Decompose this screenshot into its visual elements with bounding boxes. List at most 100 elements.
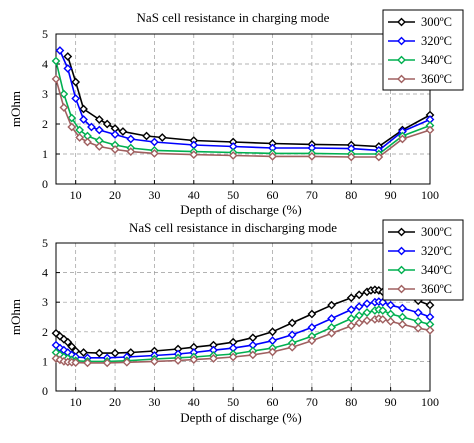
data-point: [55, 46, 65, 55]
data-point: [307, 309, 317, 319]
x-tick-label: 20: [109, 395, 121, 409]
x-tick-label: 10: [70, 188, 82, 202]
data-point: [126, 147, 136, 156]
legend-label: 320ºC: [421, 244, 452, 258]
legend-marker: [397, 17, 406, 27]
y-tick-label: 3: [42, 87, 48, 101]
data-point: [94, 348, 104, 358]
data-point: [59, 89, 69, 99]
legend-marker: [397, 246, 406, 256]
data-point: [327, 328, 336, 338]
data-point: [346, 152, 356, 162]
data-point: [71, 358, 81, 367]
legend-label: 340ºC: [421, 53, 452, 67]
data-point: [67, 342, 77, 351]
legend-label: 360ºC: [421, 282, 452, 296]
data-point: [63, 64, 73, 73]
x-tick-label: 70: [306, 188, 318, 202]
series-1: [63, 52, 435, 151]
legend-label: 300ºC: [421, 225, 452, 239]
x-tick-label: 60: [267, 188, 279, 202]
data-point: [307, 152, 317, 161]
data-point: [94, 115, 104, 124]
x-axis-label: Depth of discharge (%): [180, 410, 301, 425]
data-point: [71, 94, 81, 103]
data-point: [386, 317, 396, 326]
x-tick-label: 80: [345, 188, 357, 202]
data-point: [94, 142, 104, 151]
data-point: [425, 300, 435, 310]
data-point: [268, 152, 277, 161]
y-tick-label: 1: [42, 147, 48, 161]
data-point: [425, 325, 435, 335]
data-point: [287, 330, 297, 340]
data-point: [157, 133, 167, 142]
data-point: [79, 115, 88, 124]
x-tick-label: 80: [345, 395, 357, 409]
y-tick-label: 4: [42, 266, 48, 280]
y-tick-label: 0: [42, 384, 48, 398]
chart-title: NaS cell resistance in discharging mode: [129, 220, 337, 235]
data-point: [362, 299, 372, 309]
data-point: [354, 318, 364, 328]
legend-marker: [397, 55, 406, 65]
legend: 300ºC 320ºC 340ºC 360ºC: [382, 219, 464, 301]
data-point: [268, 347, 277, 357]
data-point: [173, 356, 183, 365]
series-4: [51, 74, 435, 162]
legend-label: 340ºC: [421, 263, 452, 277]
data-point: [67, 113, 77, 123]
x-tick-label: 20: [109, 188, 121, 202]
data-point: [327, 314, 336, 323]
data-point: [150, 357, 159, 366]
legend-box: [382, 9, 464, 91]
data-point: [398, 134, 407, 144]
y-tick-label: 5: [42, 236, 48, 250]
legend-label: 360ºC: [421, 72, 452, 86]
data-point: [102, 119, 112, 129]
data-point: [150, 149, 159, 158]
data-point: [287, 318, 297, 328]
data-point: [248, 350, 258, 360]
data-point: [83, 358, 92, 368]
data-point: [346, 305, 356, 314]
data-point: [122, 357, 132, 367]
data-point: [398, 320, 407, 329]
x-tick-label: 100: [421, 395, 439, 409]
data-point: [413, 323, 423, 333]
data-point: [189, 355, 199, 365]
data-point: [102, 358, 112, 368]
x-tick-label: 30: [148, 395, 160, 409]
data-point: [71, 77, 81, 87]
x-tick-label: 90: [385, 395, 397, 409]
x-tick-label: 30: [148, 188, 160, 202]
series-4: [51, 314, 435, 368]
data-point: [150, 137, 159, 147]
data-point: [189, 150, 199, 159]
x-tick-label: 50: [227, 395, 239, 409]
data-point: [378, 314, 388, 324]
data-point: [398, 303, 407, 313]
data-point: [354, 302, 364, 312]
data-point: [346, 293, 356, 303]
data-point: [75, 133, 85, 142]
y-axis-label: mOhm: [8, 299, 23, 335]
x-tick-label: 50: [227, 188, 239, 202]
data-point: [67, 122, 77, 132]
legend-marker: [397, 284, 406, 294]
data-point: [51, 56, 61, 66]
data-point: [346, 321, 356, 331]
x-tick-label: 100: [421, 188, 439, 202]
data-point: [110, 348, 120, 358]
data-point: [287, 342, 297, 352]
data-point: [59, 103, 69, 112]
data-point: [307, 336, 317, 346]
plot-area-frame: [55, 33, 431, 185]
x-tick-label: 70: [306, 395, 318, 409]
legend: 300ºC 320ºC 340ºC 360ºC: [382, 9, 464, 91]
data-point: [374, 152, 384, 162]
data-point: [327, 300, 336, 310]
data-point: [83, 137, 92, 147]
x-tick-label: 60: [267, 395, 279, 409]
data-point: [209, 354, 218, 363]
